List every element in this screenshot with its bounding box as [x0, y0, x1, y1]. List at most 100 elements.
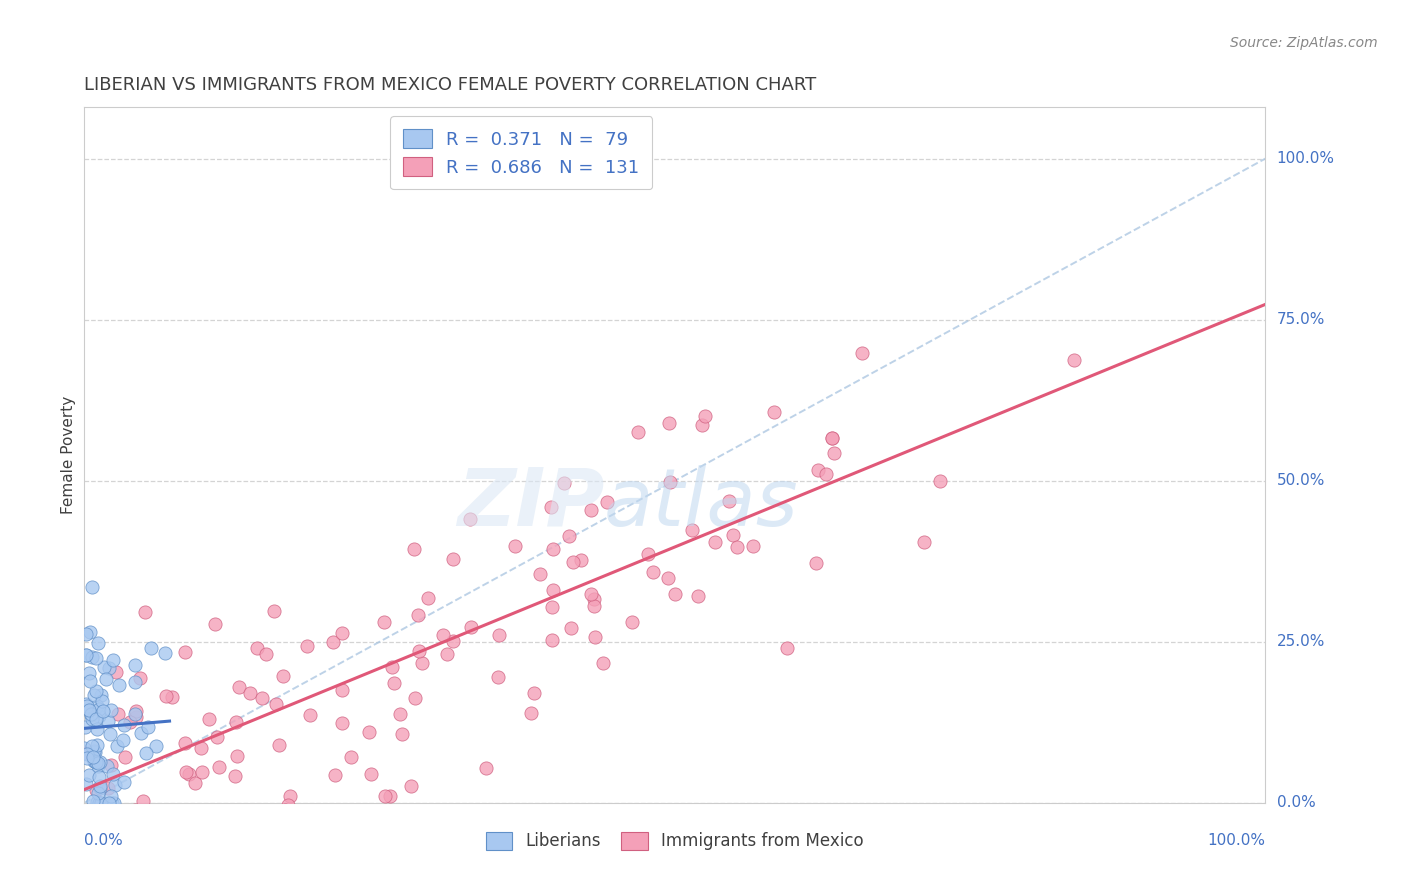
Point	[359, 725, 381, 739]
Point	[418, 591, 440, 606]
Point	[108, 678, 131, 692]
Point	[330, 715, 353, 730]
Point	[104, 665, 127, 680]
Text: 50.0%: 50.0%	[1277, 473, 1324, 488]
Point	[97, 796, 120, 810]
Point	[569, 553, 592, 567]
Point	[107, 706, 129, 721]
Point	[690, 417, 713, 432]
Point	[621, 615, 644, 629]
Point	[79, 768, 101, 782]
Point	[93, 659, 115, 673]
Point	[380, 660, 402, 674]
Point	[75, 697, 97, 711]
Point	[592, 656, 614, 670]
Point	[82, 739, 104, 754]
Point	[228, 680, 250, 694]
Point	[373, 615, 395, 629]
Point	[84, 783, 107, 797]
Point	[83, 745, 105, 759]
Point	[436, 648, 458, 662]
Point	[323, 768, 346, 782]
Point	[80, 706, 103, 721]
Point	[378, 789, 401, 804]
Text: 100.0%: 100.0%	[1277, 151, 1334, 166]
Point	[225, 714, 247, 729]
Point	[118, 715, 141, 730]
Point	[384, 675, 406, 690]
Point	[263, 603, 285, 617]
Point	[100, 757, 122, 772]
Point	[804, 556, 827, 570]
Point	[89, 779, 111, 793]
Point	[322, 635, 344, 649]
Point	[173, 736, 195, 750]
Point	[664, 587, 686, 601]
Point	[76, 747, 98, 761]
Point	[557, 529, 579, 543]
Point	[637, 547, 659, 561]
Point	[76, 751, 98, 765]
Point	[553, 476, 575, 491]
Point	[117, 821, 139, 835]
Point	[160, 690, 183, 705]
Point	[725, 541, 748, 555]
Point	[374, 789, 396, 804]
Point	[83, 688, 105, 702]
Point	[135, 746, 157, 760]
Point	[821, 432, 844, 446]
Point	[73, 720, 96, 734]
Point	[124, 706, 146, 721]
Point	[89, 796, 111, 810]
Text: ZIP: ZIP	[457, 465, 605, 542]
Point	[136, 720, 159, 734]
Point	[93, 704, 115, 718]
Point	[562, 555, 585, 569]
Point	[543, 541, 565, 556]
Point	[179, 766, 201, 780]
Point	[83, 744, 105, 758]
Point	[97, 660, 120, 674]
Text: LIBERIAN VS IMMIGRANTS FROM MEXICO FEMALE POVERTY CORRELATION CHART: LIBERIAN VS IMMIGRANTS FROM MEXICO FEMAL…	[84, 77, 817, 95]
Point	[239, 686, 262, 700]
Legend: Liberians, Immigrants from Mexico: Liberians, Immigrants from Mexico	[479, 825, 870, 857]
Text: 100.0%: 100.0%	[1208, 833, 1265, 848]
Point	[124, 675, 146, 690]
Point	[641, 565, 664, 579]
Point	[1063, 353, 1085, 368]
Point	[295, 639, 318, 653]
Point	[87, 756, 110, 771]
Point	[87, 770, 110, 784]
Point	[73, 741, 96, 756]
Point	[87, 702, 110, 716]
Point	[76, 746, 98, 760]
Point	[408, 644, 430, 658]
Point	[815, 467, 838, 481]
Point	[208, 760, 231, 774]
Point	[75, 776, 97, 790]
Point	[184, 776, 207, 790]
Point	[686, 590, 709, 604]
Point	[105, 805, 128, 819]
Point	[929, 474, 952, 488]
Point	[411, 656, 433, 670]
Point	[658, 475, 681, 490]
Point	[77, 702, 100, 716]
Point	[124, 657, 146, 672]
Point	[90, 688, 112, 702]
Point	[441, 634, 464, 648]
Y-axis label: Female Poverty: Female Poverty	[60, 396, 76, 514]
Point	[155, 689, 177, 703]
Point	[693, 409, 716, 423]
Point	[100, 789, 122, 803]
Point	[486, 670, 509, 684]
Point	[100, 796, 122, 810]
Point	[681, 523, 703, 537]
Point	[224, 769, 246, 783]
Point	[89, 755, 111, 769]
Point	[80, 708, 103, 723]
Text: Source: ZipAtlas.com: Source: ZipAtlas.com	[1230, 36, 1378, 50]
Point	[541, 582, 564, 597]
Point	[191, 765, 214, 780]
Point	[912, 534, 935, 549]
